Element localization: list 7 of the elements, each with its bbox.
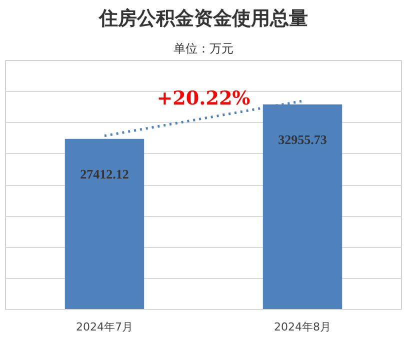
chart-title: 住房公积金资金使用总量 — [98, 8, 308, 30]
annotation: +20.22% — [156, 88, 250, 110]
data-label: 27412.12 — [80, 166, 129, 182]
x-tick-label: 2024年7月 — [76, 320, 134, 334]
chart-subtitle: 单位：万元 — [174, 42, 234, 56]
x-tick-label: 2024年8月 — [274, 320, 332, 334]
data-label: 32955.73 — [278, 132, 328, 147]
